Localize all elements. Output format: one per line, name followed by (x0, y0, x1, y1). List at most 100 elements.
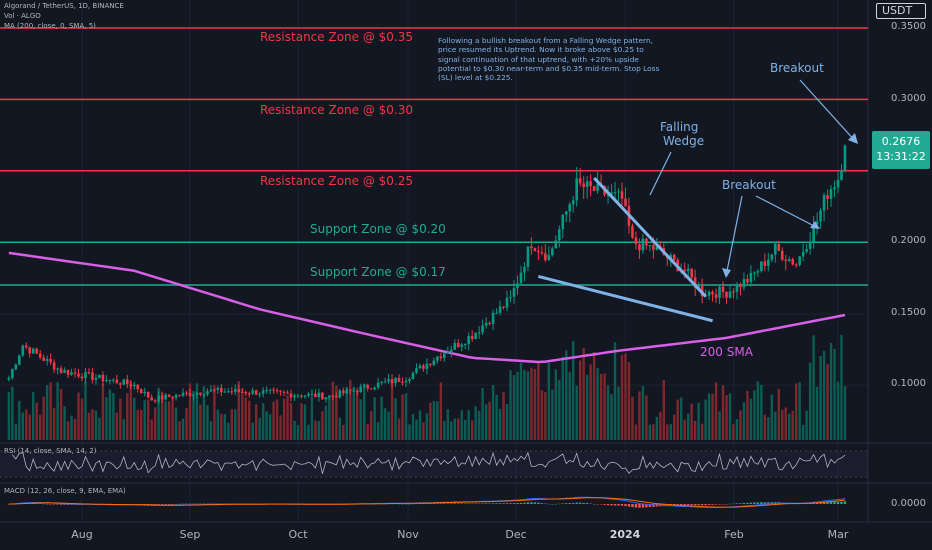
volume-bar (415, 419, 418, 440)
candle-body (376, 382, 380, 388)
volume-bar (425, 413, 429, 440)
candle-body (742, 279, 746, 288)
candle-body (638, 244, 641, 251)
candle-body (624, 198, 627, 206)
candle-body (446, 352, 450, 354)
volume-bar (516, 371, 519, 440)
candle-body (307, 393, 310, 396)
volume-bar (547, 362, 551, 440)
macd-histogram-bar (606, 504, 610, 506)
volume-bar (293, 420, 296, 440)
volume-bar (105, 397, 108, 440)
volume-bar (753, 390, 756, 440)
volume-bar (331, 381, 335, 440)
volume-bar (380, 396, 383, 440)
volume-bar (59, 388, 63, 440)
candle-body (463, 344, 467, 346)
macd-histogram-bar (739, 503, 742, 504)
volume-bar (707, 393, 711, 440)
candle-body (35, 348, 39, 354)
macd-histogram-bar (756, 502, 760, 504)
macd-histogram-bar (700, 504, 704, 506)
volume-bar (268, 414, 272, 440)
y-tick-0100: 0.1000 (891, 378, 926, 389)
breakout-label-top: Breakout (770, 61, 824, 75)
volume-bars (7, 334, 847, 440)
volume-bar (659, 411, 662, 440)
volume-legend[interactable]: Vol · ALGO (4, 12, 41, 20)
macd-histogram-bar (770, 502, 774, 504)
volume-bar (32, 392, 35, 440)
candle-body (794, 264, 798, 266)
candle-body (467, 335, 471, 345)
candle-body (746, 279, 749, 283)
macd-legend[interactable]: MACD (12, 26, close, 9, EMA, EMA) (4, 487, 126, 495)
macd-histogram-bar (686, 504, 690, 506)
macd-signal-line (8, 497, 846, 508)
macd-histogram-bar (558, 503, 561, 505)
macd-histogram-bar (648, 504, 652, 508)
ma-legend[interactable]: MA (200, close, 0, SMA, 5) (4, 22, 96, 30)
candle-body (164, 394, 167, 400)
candle-body (829, 189, 833, 199)
macd-histogram-bar (484, 503, 488, 504)
x-tick-mar: Mar (827, 528, 849, 541)
volume-bar (826, 364, 829, 440)
candle-body (150, 397, 153, 401)
candle-body (73, 372, 77, 374)
macd-histogram-bar (732, 503, 735, 505)
volume-bar (307, 424, 310, 440)
volume-bar (474, 406, 477, 440)
volume-bar (746, 390, 749, 440)
candle-body (132, 384, 136, 387)
candle-body (237, 389, 241, 392)
volume-bar (188, 383, 192, 440)
volume-bar (582, 347, 585, 440)
x-tick-feb: Feb (724, 528, 744, 541)
volume-bar (279, 415, 282, 440)
volume-bar (119, 398, 122, 440)
candle-body (429, 363, 432, 365)
macd-histogram-bar (829, 501, 833, 504)
volume-bar (195, 383, 199, 440)
macd-histogram-bar (38, 503, 42, 504)
candle-body (174, 394, 178, 398)
candle-body (767, 259, 770, 266)
volume-bar (115, 412, 119, 440)
volume-bar (774, 411, 777, 440)
volume-bar (150, 419, 153, 440)
arrowhead-left (722, 268, 731, 278)
candle-body (561, 214, 565, 230)
currency-button[interactable]: USDT (876, 3, 926, 19)
volume-bar (777, 389, 780, 440)
volume-bar (230, 409, 234, 440)
last-price-value: 0.2676 (881, 135, 921, 148)
pane-separators (0, 0, 932, 523)
candle-body (686, 268, 690, 272)
candle-body (230, 391, 234, 393)
candle-body (136, 384, 140, 390)
candle-body (481, 325, 484, 333)
macd-histogram-bar (572, 502, 575, 504)
candle-body (195, 392, 199, 395)
volume-bar (714, 382, 718, 440)
candle-body (456, 343, 460, 347)
macd-histogram-bar (833, 501, 836, 504)
volume-bar (376, 422, 380, 440)
rsi-legend[interactable]: RSI (14, close, SMA, 14, 2) (4, 447, 97, 455)
grid-lines (0, 0, 868, 522)
macd-histogram-bar (589, 503, 592, 504)
volume-bar (756, 381, 760, 440)
symbol-legend[interactable]: Algorand / TetherUS, 1D, BINANCE (4, 2, 124, 10)
candle-body (498, 306, 502, 313)
macd-line (8, 496, 846, 508)
candle-body (42, 357, 45, 361)
volume-bar (7, 392, 11, 440)
candle-body (45, 359, 49, 361)
sma-200-path (8, 251, 846, 364)
candle-body (254, 390, 258, 395)
candle-body (693, 277, 697, 288)
macd-histogram-bar (52, 504, 56, 505)
arrow-breakout-left (725, 195, 743, 277)
